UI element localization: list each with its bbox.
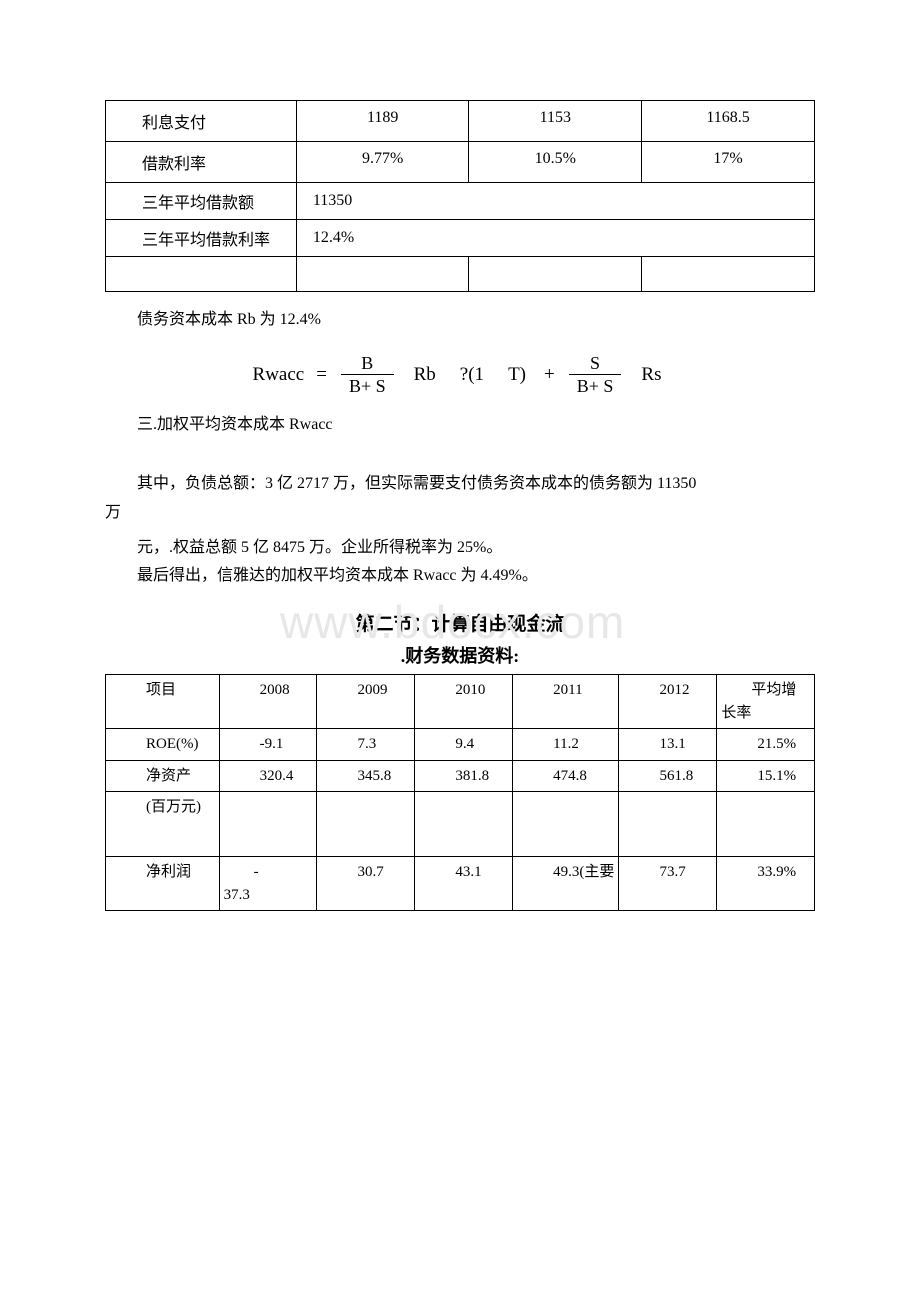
cell-value: 10.5% <box>469 142 642 183</box>
cell-value <box>219 792 317 857</box>
cell-label: 三年平均借款额 <box>106 183 297 220</box>
table-row: 三年平均借款额 11350 <box>106 183 815 220</box>
fraction-num: S <box>582 353 608 375</box>
table-row: 借款利率 9.77% 10.5% 17% <box>106 142 815 183</box>
cell-value: -9.1 <box>219 729 317 761</box>
cell-label: 净利润 <box>106 857 220 911</box>
header-cell: 2010 <box>415 675 513 729</box>
cell-value: 11350 <box>296 183 814 220</box>
cell-value: 320.4 <box>219 760 317 792</box>
cell-value <box>317 792 415 857</box>
paragraph-liab-line1: 其中，负债总额：3 亿 2717 万，但实际需要支付债务资本成本的债务额为 11… <box>105 470 815 499</box>
cell-value: 474.8 <box>513 760 619 792</box>
table-header-row: 项目 2008 2009 2010 2011 2012 平均增长率 <box>106 675 815 729</box>
cell-value <box>619 792 717 857</box>
paragraph-liab-line2: 万 <box>105 499 815 528</box>
table-row-empty <box>106 257 815 292</box>
table-row: (百万元) <box>106 792 815 857</box>
cell-value: 13.1 <box>619 729 717 761</box>
table-row: 净资产 320.4 345.8 381.8 474.8 561.8 15.1% <box>106 760 815 792</box>
paragraph-equity: 元，.权益总额 5 亿 8475 万。企业所得税率为 25%。 <box>105 534 815 563</box>
formula-t: T) <box>502 364 532 386</box>
formula-plus: + <box>544 364 555 386</box>
sub-heading: .财务数据资料: <box>105 642 815 668</box>
cell-label: 三年平均借款利率 <box>106 220 297 257</box>
cell-label: 净资产 <box>106 760 220 792</box>
formula-mid: ?(1 <box>454 364 490 386</box>
table-row: ROE(%) -9.1 7.3 9.4 11.2 13.1 21.5% <box>106 729 815 761</box>
header-cell: 2008 <box>219 675 317 729</box>
cell-value <box>717 792 815 857</box>
formula-eq: = <box>316 364 327 386</box>
cell-value: 17% <box>642 142 815 183</box>
paragraph-wacc-heading: 三.加权平均资本成本 Rwacc <box>105 411 815 440</box>
fraction-num: B <box>353 353 381 375</box>
cell-value: 7.3 <box>317 729 415 761</box>
cell-value: --37.337.3 <box>219 857 317 911</box>
cell-label: 借款利率 <box>106 142 297 183</box>
cell-value: 9.4 <box>415 729 513 761</box>
financial-data-table: 项目 2008 2009 2010 2011 2012 平均增长率 ROE(%)… <box>105 674 815 911</box>
cell-label: 利息支付 <box>106 101 297 142</box>
cell-value: 30.7 <box>317 857 415 911</box>
wacc-formula: Rwacc = B B+ S Rb ?(1 T) + S B+ S Rs <box>105 353 815 397</box>
cell-value: 12.4% <box>296 220 814 257</box>
cell-value: 9.77% <box>296 142 469 183</box>
formula-lhs: Rwacc <box>253 364 305 386</box>
paragraph-result: 最后得出，信雅达的加权平均资本成本 Rwacc 为 4.49%。 <box>105 562 815 591</box>
cell-value: 561.8 <box>619 760 717 792</box>
table-row: 三年平均借款利率 12.4% <box>106 220 815 257</box>
cell-empty <box>469 257 642 292</box>
header-cell: 2009 <box>317 675 415 729</box>
cell-value: 381.8 <box>415 760 513 792</box>
loan-rate-table: 利息支付 1189 1153 1168.5 借款利率 9.77% 10.5% 1… <box>105 100 815 292</box>
cell-value: 1189 <box>296 101 469 142</box>
cell-value: 43.1 <box>415 857 513 911</box>
cell-empty <box>106 257 297 292</box>
cell-value <box>415 792 513 857</box>
cell-label: ROE(%) <box>106 729 220 761</box>
header-cell: 2011 <box>513 675 619 729</box>
table-row: 利息支付 1189 1153 1168.5 <box>106 101 815 142</box>
cell-value: 11.2 <box>513 729 619 761</box>
paragraph-debt-cost: 债务资本成本 Rb 为 12.4% <box>105 306 815 335</box>
header-cell: 2012 <box>619 675 717 729</box>
fraction-den: B+ S <box>341 374 394 397</box>
formula-fraction: B B+ S <box>341 353 394 397</box>
cell-empty <box>296 257 469 292</box>
formula-fraction: S B+ S <box>569 353 622 397</box>
table-row: 净利润 --37.337.3 30.7 43.1 49.3(主要 73.7 33… <box>106 857 815 911</box>
formula-rs: Rs <box>635 364 667 386</box>
cell-value: 33.9% <box>717 857 815 911</box>
cell-label: (百万元) <box>106 792 220 857</box>
cell-value: 15.1% <box>717 760 815 792</box>
cell-value <box>513 792 619 857</box>
cell-value: 49.3(主要 <box>513 857 619 911</box>
cell-value: 345.8 <box>317 760 415 792</box>
header-cell: 项目 <box>106 675 220 729</box>
header-cell: 平均增长率 <box>717 675 815 729</box>
cell-value: 73.7 <box>619 857 717 911</box>
cell-empty <box>642 257 815 292</box>
cell-value: 21.5% <box>717 729 815 761</box>
section-heading: 第二节：计算自由现金流 <box>105 609 815 636</box>
cell-value: 1153 <box>469 101 642 142</box>
formula-rb: Rb <box>408 364 442 386</box>
cell-value: 1168.5 <box>642 101 815 142</box>
fraction-den: B+ S <box>569 374 622 397</box>
